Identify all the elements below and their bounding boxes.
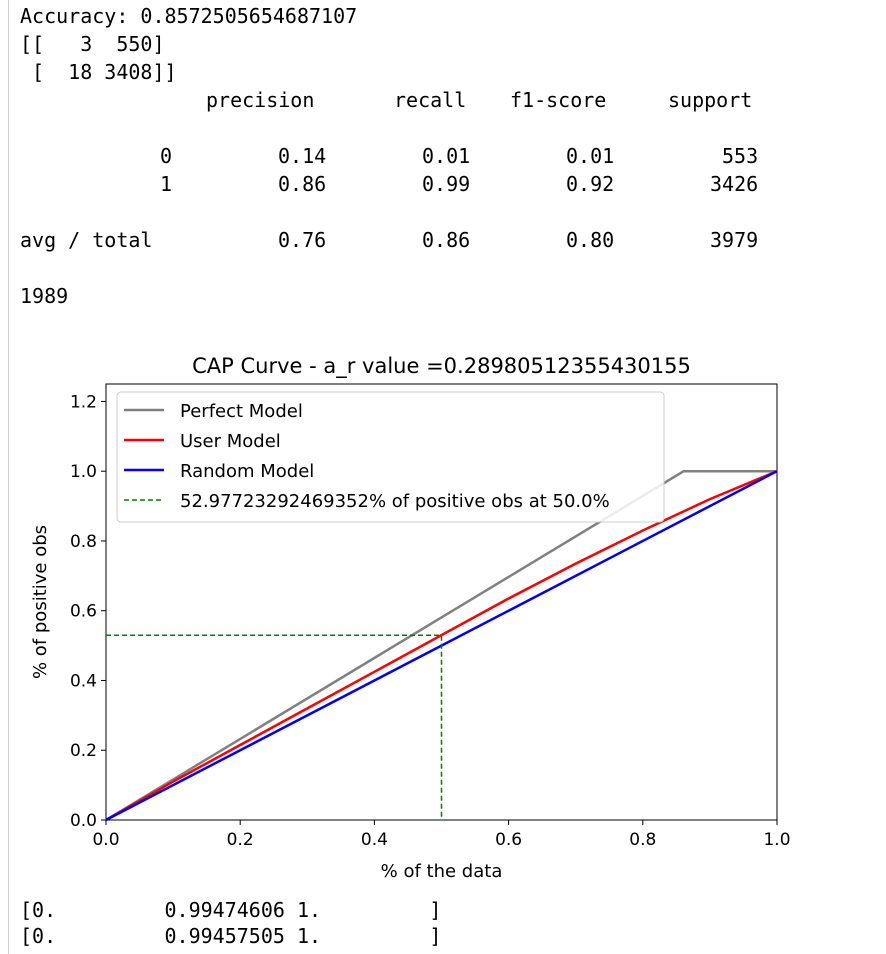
report-header-precision: precision [206,88,315,112]
cap-curve-chart: CAP Curve - a_r value =0.289805123554301… [30,354,791,882]
y-tick-label: 1.0 [70,462,97,482]
report-support-value: 3979 [710,228,759,252]
accuracy-output: Accuracy: 0.8572505654687107 [20,4,358,28]
confusion-matrix-row-1: [[ 3 550] [20,32,165,56]
series-layer [105,469,778,822]
y-tick-label: 0.2 [70,741,97,761]
report-class-label: 1 [160,172,173,196]
legend-label: 52.97723292469352% of positive obs at 50… [180,491,610,512]
report-f1-value: 0.80 [566,228,615,252]
report-precision-value: 0.14 [278,144,327,168]
x-tick-label: 0.8 [629,830,656,850]
report-row: 0 0.14 0.01 0.01 553 [20,142,780,170]
report-row: avg / total 0.76 0.86 0.80 3979 [20,226,780,254]
perfect-model-line [105,469,777,822]
y-axis-label: % of positive obs [30,525,51,679]
report-precision-value: 0.76 [278,228,327,252]
legend-box [116,391,665,523]
y-tick-label: 0.4 [70,671,97,691]
report-class-label: 0 [160,144,173,168]
array-output-1: [0. 0.99474606 1. ] [20,898,442,922]
y-tick-label: 1.2 [70,392,97,412]
x-tick-label: 0.0 [92,830,119,850]
report-header-recall: recall [394,88,467,112]
y-tick-label: 0.8 [70,532,97,552]
chart-title: CAP Curve - a_r value =0.289805123554301… [192,354,691,379]
x-tick-label: 0.6 [495,830,522,850]
report-row: 1 0.86 0.99 0.92 3426 [20,170,780,198]
x-tick-label: 1.0 [763,830,790,850]
legend-label: User Model [180,431,281,452]
report-f1-value: 0.92 [566,172,615,196]
chart-legend: Perfect Model User Model Random Model 52.97… [116,391,665,523]
report-support-value: 553 [722,144,759,168]
legend-label: Random Model [180,461,314,482]
report-f1-value: 0.01 [566,144,615,168]
threshold-marker-line [106,634,443,820]
report-header-row: precision recall f1-score support [20,86,780,114]
y-tick-label: 0.6 [70,602,97,622]
report-header-f1: f1-score [510,88,607,112]
y-axis: 0.0 0.2 0.4 0.6 0.8 1.0 1.2 [70,392,106,831]
report-recall-value: 0.01 [422,144,471,168]
report-recall-value: 0.99 [422,172,471,196]
x-tick-label: 0.2 [227,830,254,850]
array-output-2: [0. 0.99457505 1. ] [20,924,442,948]
report-recall-value: 0.86 [422,228,471,252]
x-axis-label: % of the data [381,861,503,882]
y-tick-label: 0.0 [70,811,97,831]
x-tick-label: 0.4 [361,830,388,850]
count-output: 1989 [20,284,69,308]
confusion-matrix-row-2: [ 18 3408]] [20,60,177,84]
x-axis: 0.0 0.2 0.4 0.6 0.8 1.0 [92,820,791,850]
report-header-support: support [668,88,753,112]
user-model-line [105,470,778,822]
legend-label: Perfect Model [180,401,303,422]
report-precision-value: 0.86 [278,172,327,196]
report-support-value: 3426 [710,172,759,196]
cell-left-border [8,0,9,954]
report-class-label: avg / total [20,228,153,252]
